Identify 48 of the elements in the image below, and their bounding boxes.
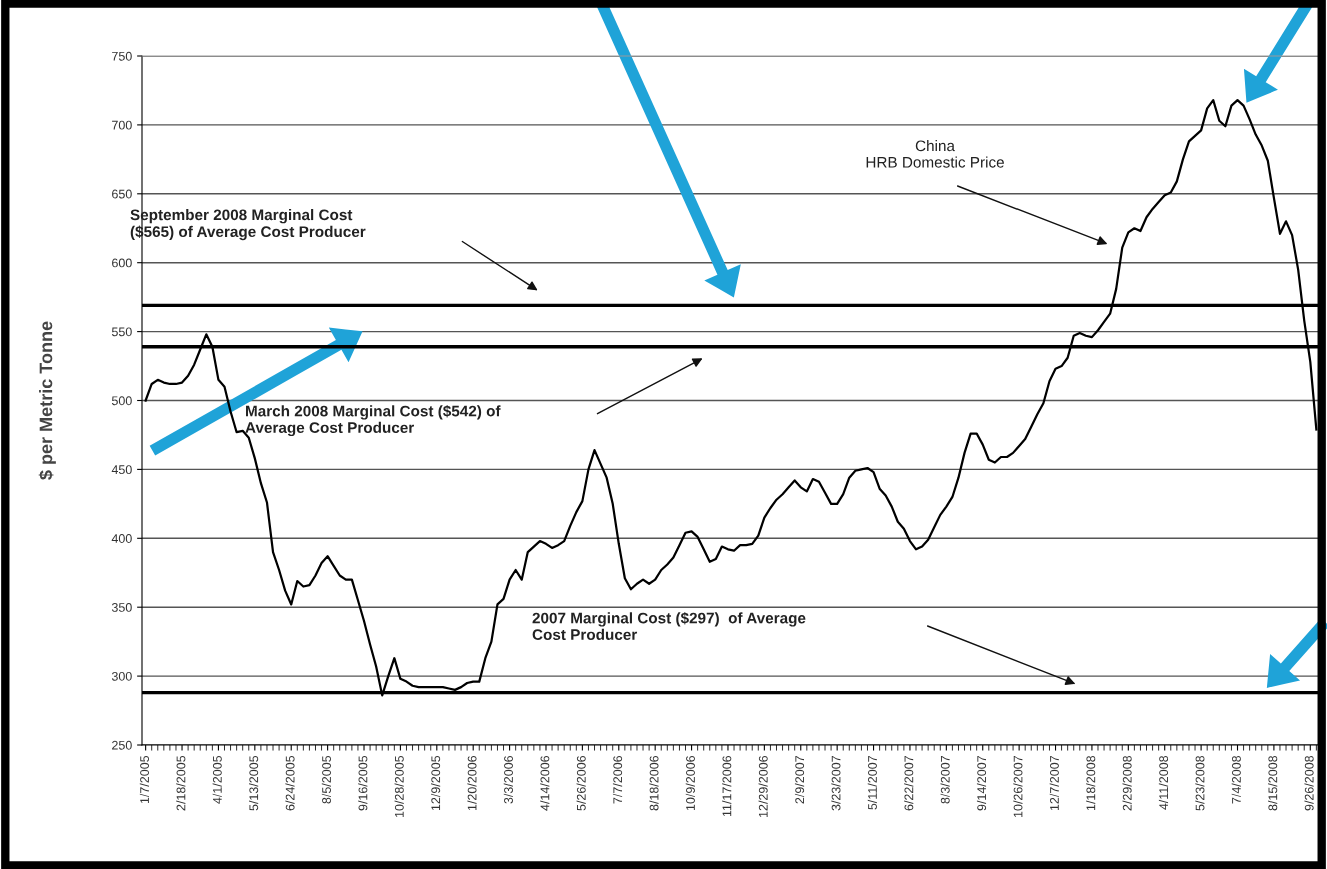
x-tick-label: 8/15/2008 (1268, 755, 1278, 811)
x-tick-label: 3/23/2007 (831, 756, 841, 811)
y-tick-label: 450 (111, 465, 132, 475)
y-tick-label: 650 (112, 189, 132, 199)
x-tick-label: 10/26/2007 (1013, 756, 1023, 818)
y-tick-label: 550 (111, 327, 132, 337)
x-tick-label: 8/5/2005 (321, 755, 331, 804)
annotation: March 2008 Marginal Cost ($542) of Average Cost Producer (245, 405, 501, 437)
y-tick-label: 750 (112, 51, 132, 61)
x-tick-label: 6/24/2005 (285, 755, 295, 811)
y-tick-label: 500 (111, 396, 132, 406)
y-tick-label: 400 (111, 534, 132, 543)
x-tick-label: 2/18/2005 (176, 755, 186, 811)
x-tick-label: 1/7/2005 (139, 755, 149, 804)
x-tick-label: 11/17/2006 (722, 755, 732, 817)
x-tick-label: 4/14/2006 (540, 755, 550, 811)
x-tick-label: 6/22/2007 (904, 756, 914, 811)
y-tick-label: 600 (112, 258, 132, 268)
x-tick-label: 7/4/2008 (1231, 755, 1241, 804)
x-tick-label: 12/7/2007 (1049, 756, 1059, 811)
y-axis-title: $ per Metric Tonne (38, 321, 56, 480)
x-tick-label: 1/20/2006 (467, 755, 477, 811)
y-tick-label: 250 (112, 740, 132, 750)
x-tick-label: 12/29/2006 (758, 755, 768, 818)
x-tick-label: 1/18/2008 (1086, 755, 1096, 811)
x-tick-label: 7/7/2006 (612, 755, 623, 804)
y-tick-label: 700 (112, 120, 132, 130)
x-tick-label: 3/3/2006 (503, 755, 513, 804)
x-tick-label: 9/26/2008 (1304, 755, 1314, 811)
x-tick-label: 8/18/2006 (649, 755, 659, 811)
x-tick-label: 4/11/2008 (1158, 755, 1169, 810)
x-tick-label: 4/1/2005 (212, 755, 222, 804)
annotation: China HRB Domestic Price (866, 140, 1004, 168)
x-tick-label: 8/3/2007 (940, 756, 950, 804)
x-tick-label: 2/29/2008 (1122, 755, 1132, 811)
x-tick-label: 12/9/2005 (430, 755, 441, 811)
x-tick-label: 9/14/2007 (976, 756, 987, 811)
y-tick-label: 350 (111, 603, 132, 612)
x-tick-label: 5/13/2005 (249, 755, 259, 811)
x-tick-label: 5/23/2008 (1195, 755, 1205, 811)
y-tick-label: 300 (111, 671, 132, 681)
x-tick-label: 10/28/2005 (394, 755, 404, 818)
x-tick-label: 5/26/2006 (576, 755, 586, 811)
annotation: 2007 Marginal Cost ($297) of Average Cost Producer (532, 612, 806, 641)
x-tick-label: 9/16/2005 (358, 755, 368, 811)
x-tick-label: 2/9/2007 (794, 756, 805, 804)
x-tick-label: 10/9/2006 (685, 755, 695, 811)
x-tick-label: 5/11/2007 (867, 756, 877, 810)
